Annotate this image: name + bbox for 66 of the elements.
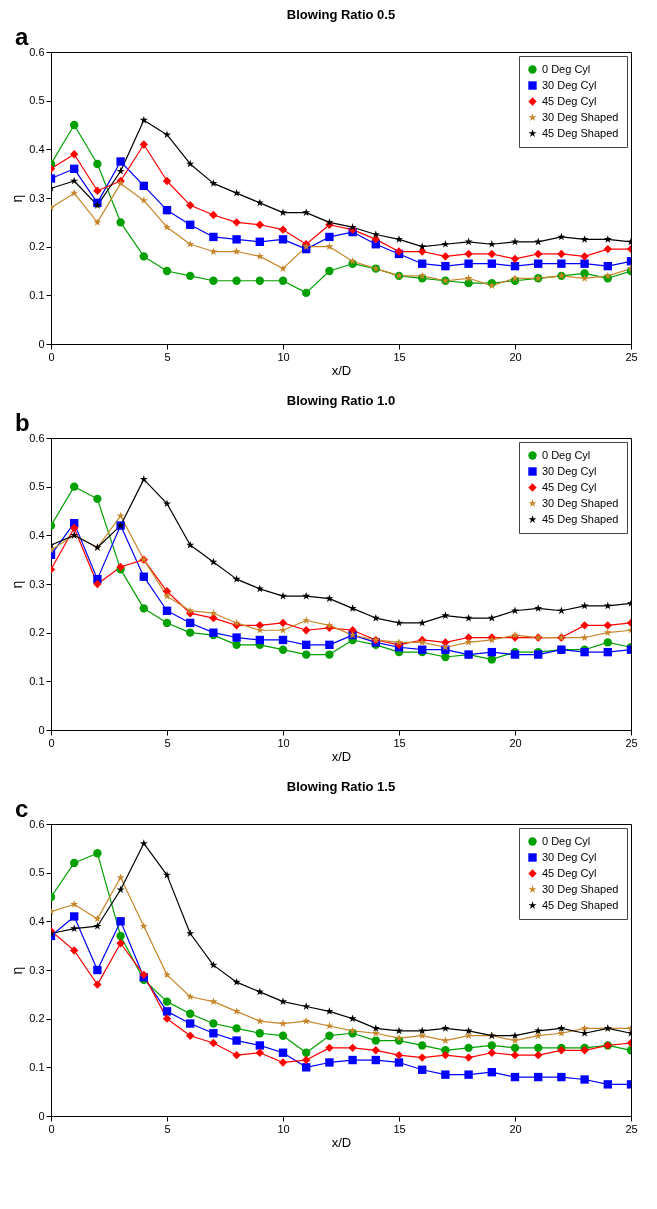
y-axis-title: η: [9, 194, 26, 203]
y-tick-label: 0.5: [29, 94, 45, 107]
y-tick-label: 0.1: [29, 1060, 45, 1073]
y-tick-label: 0.2: [29, 240, 45, 253]
y-tick-label: 0.4: [29, 142, 45, 155]
y-tick-label: 0.6: [29, 431, 45, 444]
x-tick-label: 15: [393, 736, 406, 749]
text: b: [15, 409, 30, 436]
y-axis-title: η: [9, 966, 26, 975]
y-tick-label: 0.4: [29, 528, 45, 541]
chart-title: Blowing Ratio 1.5: [286, 779, 396, 794]
legend-label: 45 Deg Cyl: [542, 480, 597, 493]
y-tick-label: 0: [38, 1109, 45, 1122]
x-tick-label: 0: [48, 1122, 55, 1135]
x-tick-label: 5: [164, 1122, 171, 1135]
legend-label: 0 Deg Cyl: [542, 448, 591, 461]
chart-title: Blowing Ratio 1.0: [286, 393, 396, 408]
legend-label: 45 Deg Shaped: [542, 898, 619, 911]
legend-label: 30 Deg Shaped: [542, 496, 619, 509]
x-tick-label: 0: [48, 736, 55, 749]
y-tick-label: 0.6: [29, 817, 45, 830]
y-tick-label: 0.3: [29, 963, 45, 976]
x-tick-label: 10: [277, 1122, 290, 1135]
y-tick-label: 0.1: [29, 674, 45, 687]
legend-label: 30 Deg Shaped: [542, 882, 619, 895]
x-tick-label: 25: [625, 736, 638, 749]
legend-label: 0 Deg Cyl: [542, 62, 591, 75]
legend-label: 45 Deg Cyl: [542, 94, 597, 107]
y-tick-label: 0.4: [29, 914, 45, 927]
y-tick-label: 0.2: [29, 1012, 45, 1025]
x-tick-label: 25: [625, 1122, 638, 1135]
legend-label: 0 Deg Cyl: [542, 834, 591, 847]
y-tick-label: 0: [38, 723, 45, 736]
y-tick-label: 0.5: [29, 480, 45, 493]
text: a: [15, 23, 29, 50]
legend-label: 30 Deg Cyl: [542, 78, 597, 91]
x-tick-label: 10: [277, 736, 290, 749]
legend-label: 30 Deg Shaped: [542, 110, 619, 123]
chart-title: Blowing Ratio 0.5: [286, 7, 396, 22]
x-axis-title: x/D: [331, 748, 352, 764]
x-tick-label: 5: [164, 736, 171, 749]
y-tick-label: 0.5: [29, 866, 45, 879]
x-tick-label: 15: [393, 1122, 406, 1135]
text: c: [15, 795, 29, 822]
y-axis-title: η: [9, 580, 26, 589]
legend-label: 30 Deg Cyl: [542, 464, 597, 477]
legend-label: 45 Deg Shaped: [542, 126, 619, 139]
y-tick-label: 0.6: [29, 45, 45, 58]
y-tick-label: 0: [38, 337, 45, 350]
x-axis-title: x/D: [331, 1134, 352, 1150]
legend-label: 45 Deg Cyl: [542, 866, 597, 879]
x-tick-label: 20: [509, 1122, 522, 1135]
x-tick-label: 5: [164, 350, 171, 363]
y-tick-label: 0.1: [29, 288, 45, 301]
x-tick-label: 20: [509, 736, 522, 749]
y-tick-label: 0.3: [29, 191, 45, 204]
y-tick-label: 0.2: [29, 626, 45, 639]
legend-label: 45 Deg Shaped: [542, 512, 619, 525]
x-tick-label: 0: [48, 350, 55, 363]
x-tick-label: 20: [509, 350, 522, 363]
y-tick-label: 0.3: [29, 577, 45, 590]
legend-label: 30 Deg Cyl: [542, 850, 597, 863]
x-tick-label: 25: [625, 350, 638, 363]
x-axis-title: x/D: [331, 362, 352, 378]
x-tick-label: 15: [393, 350, 406, 363]
x-tick-label: 10: [277, 350, 290, 363]
